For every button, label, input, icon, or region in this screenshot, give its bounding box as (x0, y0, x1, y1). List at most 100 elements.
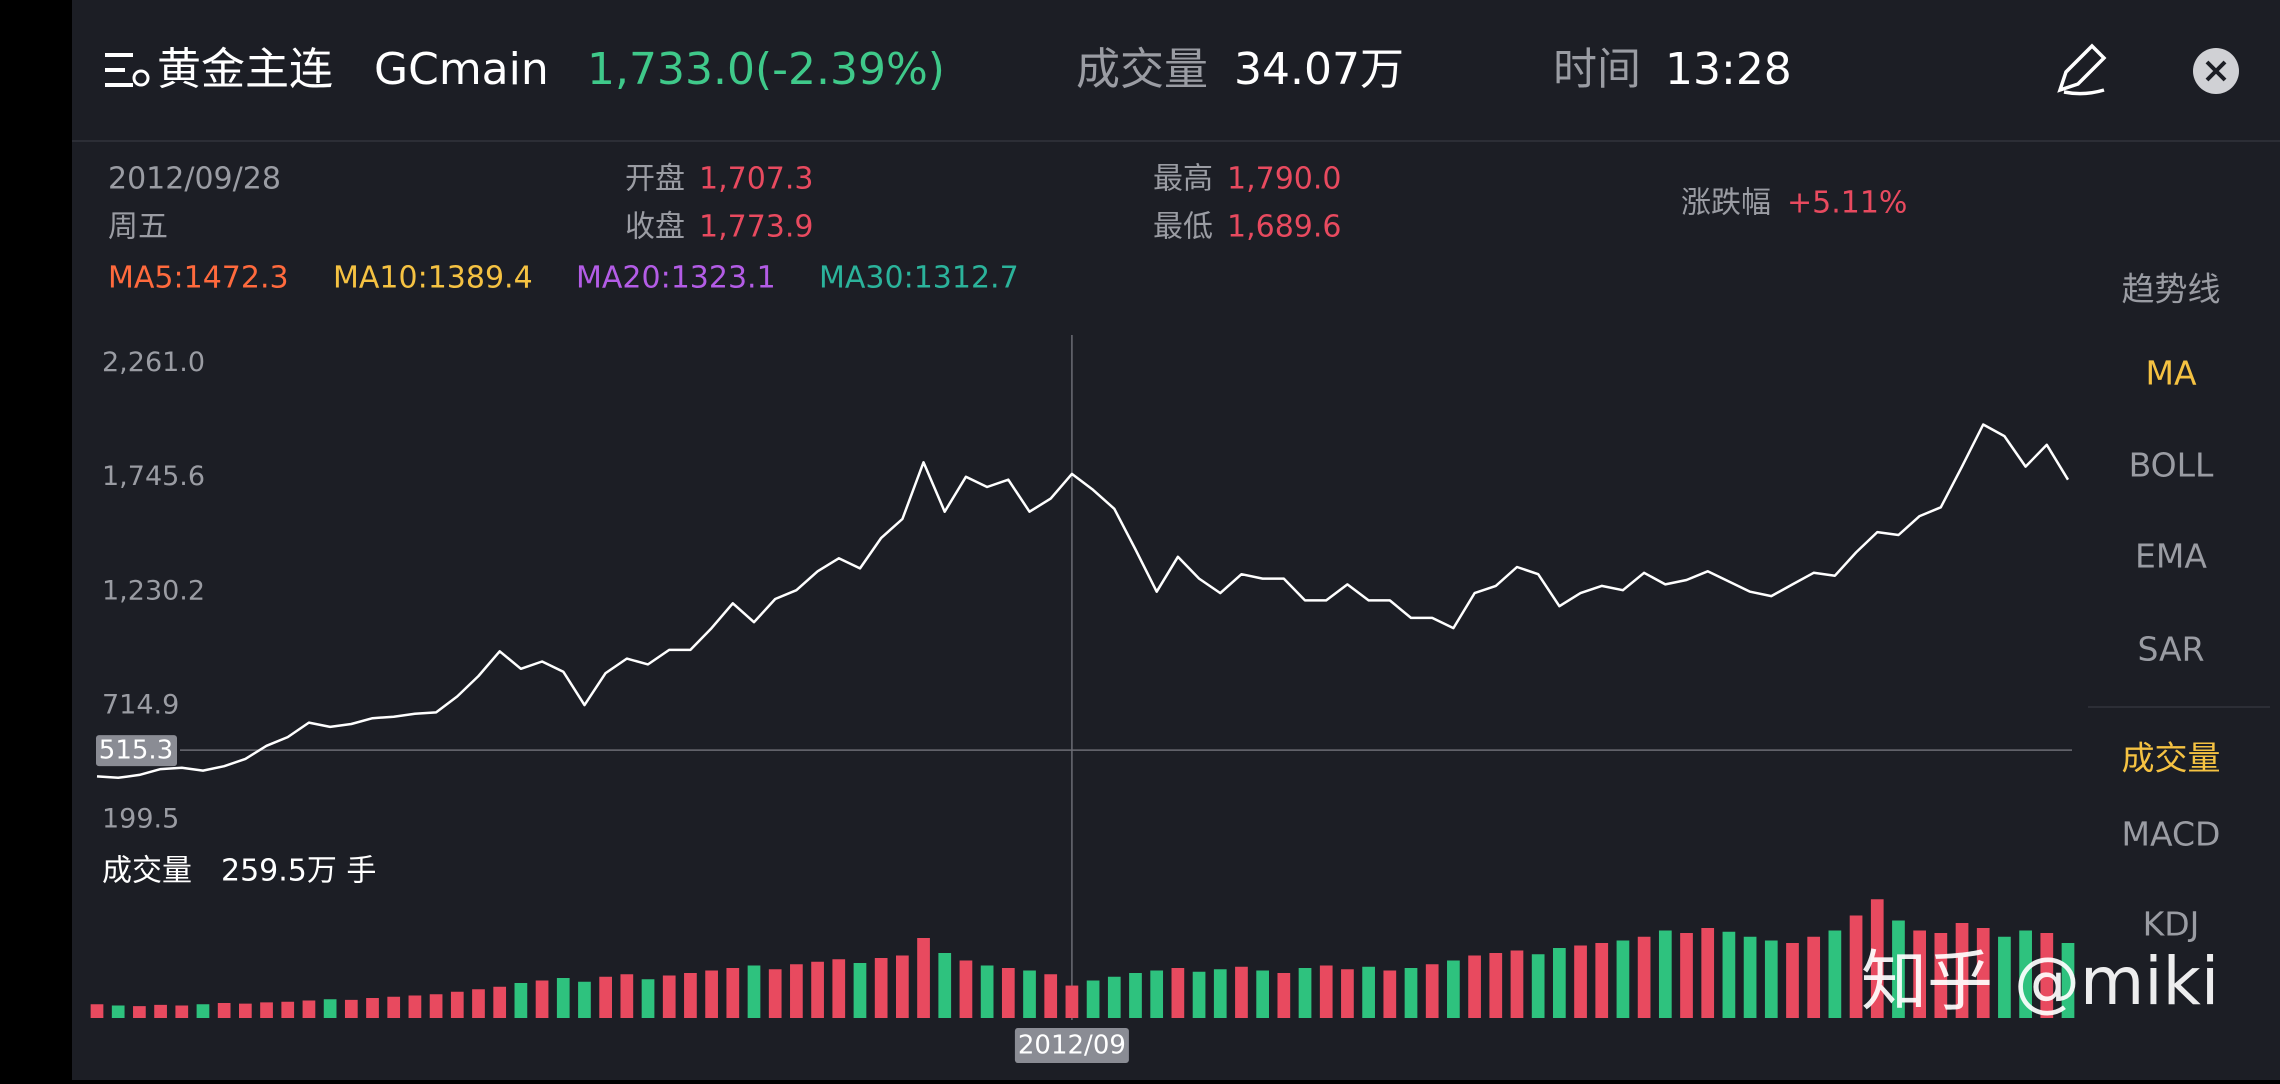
volume-bar (578, 981, 591, 1018)
volume-bar (1892, 920, 1905, 1018)
volume-bar (1955, 923, 1969, 1018)
ma-label: MA20:1323.1 (576, 261, 776, 296)
volume-bar (1001, 968, 1015, 1018)
change-label: 涨跌幅 (1681, 186, 1771, 221)
watermark: 知乎 @miki (1861, 943, 2219, 1020)
volume-bar (1786, 943, 1799, 1018)
volume-bar (1870, 899, 1884, 1018)
volume-bar (1150, 970, 1164, 1018)
volume-bar (1658, 930, 1672, 1018)
volume-bar (917, 938, 930, 1018)
high-value: 1,790.0 (1227, 162, 1342, 197)
volume-bar (1913, 930, 1927, 1018)
volume-bar (196, 1004, 210, 1018)
volume-bar (1701, 928, 1715, 1018)
volume-bar (344, 999, 358, 1018)
menu-icon[interactable] (105, 53, 150, 87)
volume-bar (1383, 970, 1397, 1018)
close-button[interactable] (2193, 48, 2239, 94)
volume-bar (217, 1003, 231, 1018)
crosshair-date: 2012/09 (1018, 1031, 1126, 1061)
volume-bar (1277, 973, 1291, 1018)
low-label: 最低 (1153, 210, 1213, 245)
volume-bar (1425, 964, 1439, 1018)
volume-bar (1044, 974, 1058, 1018)
volume-bar (1595, 943, 1609, 1018)
volume-bar (366, 998, 379, 1018)
indicator-tab[interactable]: EMA (2135, 537, 2207, 576)
weekday: 周五 (108, 210, 168, 245)
sub-indicator-tab[interactable]: MACD (2122, 815, 2221, 854)
volume-bar (1552, 948, 1566, 1018)
volume-value: 34.07万 (1234, 44, 1404, 95)
volume-bar (429, 994, 443, 1018)
volume-bar (556, 978, 570, 1018)
volume-bar (281, 1001, 295, 1018)
y-tick-label: 1,230.2 (102, 575, 205, 606)
background (72, 0, 2280, 1080)
volume-bar (980, 965, 994, 1018)
volume-bar (1341, 969, 1354, 1018)
volume-bar (408, 995, 422, 1018)
volume-bar (238, 1003, 252, 1018)
volume-bar (1764, 940, 1778, 1018)
crosshair-value-box (96, 735, 177, 767)
volume-bar (1616, 940, 1630, 1018)
volume-bar (1680, 933, 1693, 1018)
indicator-tab[interactable]: SAR (2137, 630, 2204, 669)
volume-panel-value: 259.5万 手 (221, 854, 376, 889)
indicator-tab[interactable]: BOLL (2129, 446, 2214, 485)
volume-bar (154, 1004, 167, 1018)
volume-bar (2019, 930, 2032, 1018)
volume-bar (599, 976, 613, 1018)
y-tick-label: 1,745.6 (102, 461, 205, 492)
volume-bar (1235, 966, 1248, 1018)
crosshair-value: 515.3 (99, 736, 173, 766)
volume-bar (1023, 970, 1036, 1018)
open-value: 1,707.3 (699, 162, 814, 197)
high-label: 最高 (1153, 162, 1213, 197)
volume-bar (811, 961, 824, 1018)
low-value: 1,689.6 (1227, 210, 1342, 245)
volume-bar (2040, 933, 2054, 1018)
price: 1,733.0(-2.39%) (587, 44, 945, 95)
volume-bar (1447, 960, 1460, 1018)
ma-label: MA10:1389.4 (333, 261, 533, 296)
volume-bar (111, 1005, 125, 1018)
volume-bar (1468, 955, 1481, 1018)
volume-bar (790, 964, 803, 1018)
price-line (96, 423, 2070, 780)
y-tick-label: 714.9 (102, 689, 179, 720)
y-tick-label: 199.5 (102, 804, 179, 835)
date: 2012/09/28 (108, 162, 281, 197)
volume-bar (1129, 973, 1142, 1018)
edit-button[interactable] (2057, 43, 2107, 96)
volume-bar (662, 975, 676, 1018)
ma-label: MA5:1472.3 (108, 261, 289, 296)
volume-bar (1934, 933, 1948, 1018)
indicator-tab[interactable]: MA (2145, 354, 2196, 393)
volume-bar (1404, 968, 1418, 1018)
volume-bar (1637, 936, 1651, 1018)
volume-bar (175, 1005, 189, 1018)
sub-indicator-tab[interactable]: 成交量 (2122, 739, 2221, 778)
indicator-tab[interactable]: 趋势线 (2122, 270, 2221, 309)
sub-indicator-tab[interactable]: KDJ (2143, 905, 2200, 944)
volume-bar (1171, 968, 1185, 1018)
volume-bar (260, 1002, 273, 1018)
volume-bar (895, 955, 909, 1018)
volume-bar (1256, 970, 1270, 1018)
volume-bar (1807, 936, 1821, 1018)
volume-bar (705, 970, 718, 1018)
volume-bar (959, 960, 973, 1018)
volume-bar (832, 959, 846, 1018)
volume-bar (1086, 980, 1100, 1018)
close-value: 1,773.9 (699, 210, 814, 245)
volume-bar (1743, 936, 1757, 1018)
volume-bar (1531, 954, 1545, 1018)
volume-bar (874, 958, 888, 1018)
volume-bar (387, 996, 401, 1018)
volume-label: 成交量 (1076, 44, 1208, 95)
